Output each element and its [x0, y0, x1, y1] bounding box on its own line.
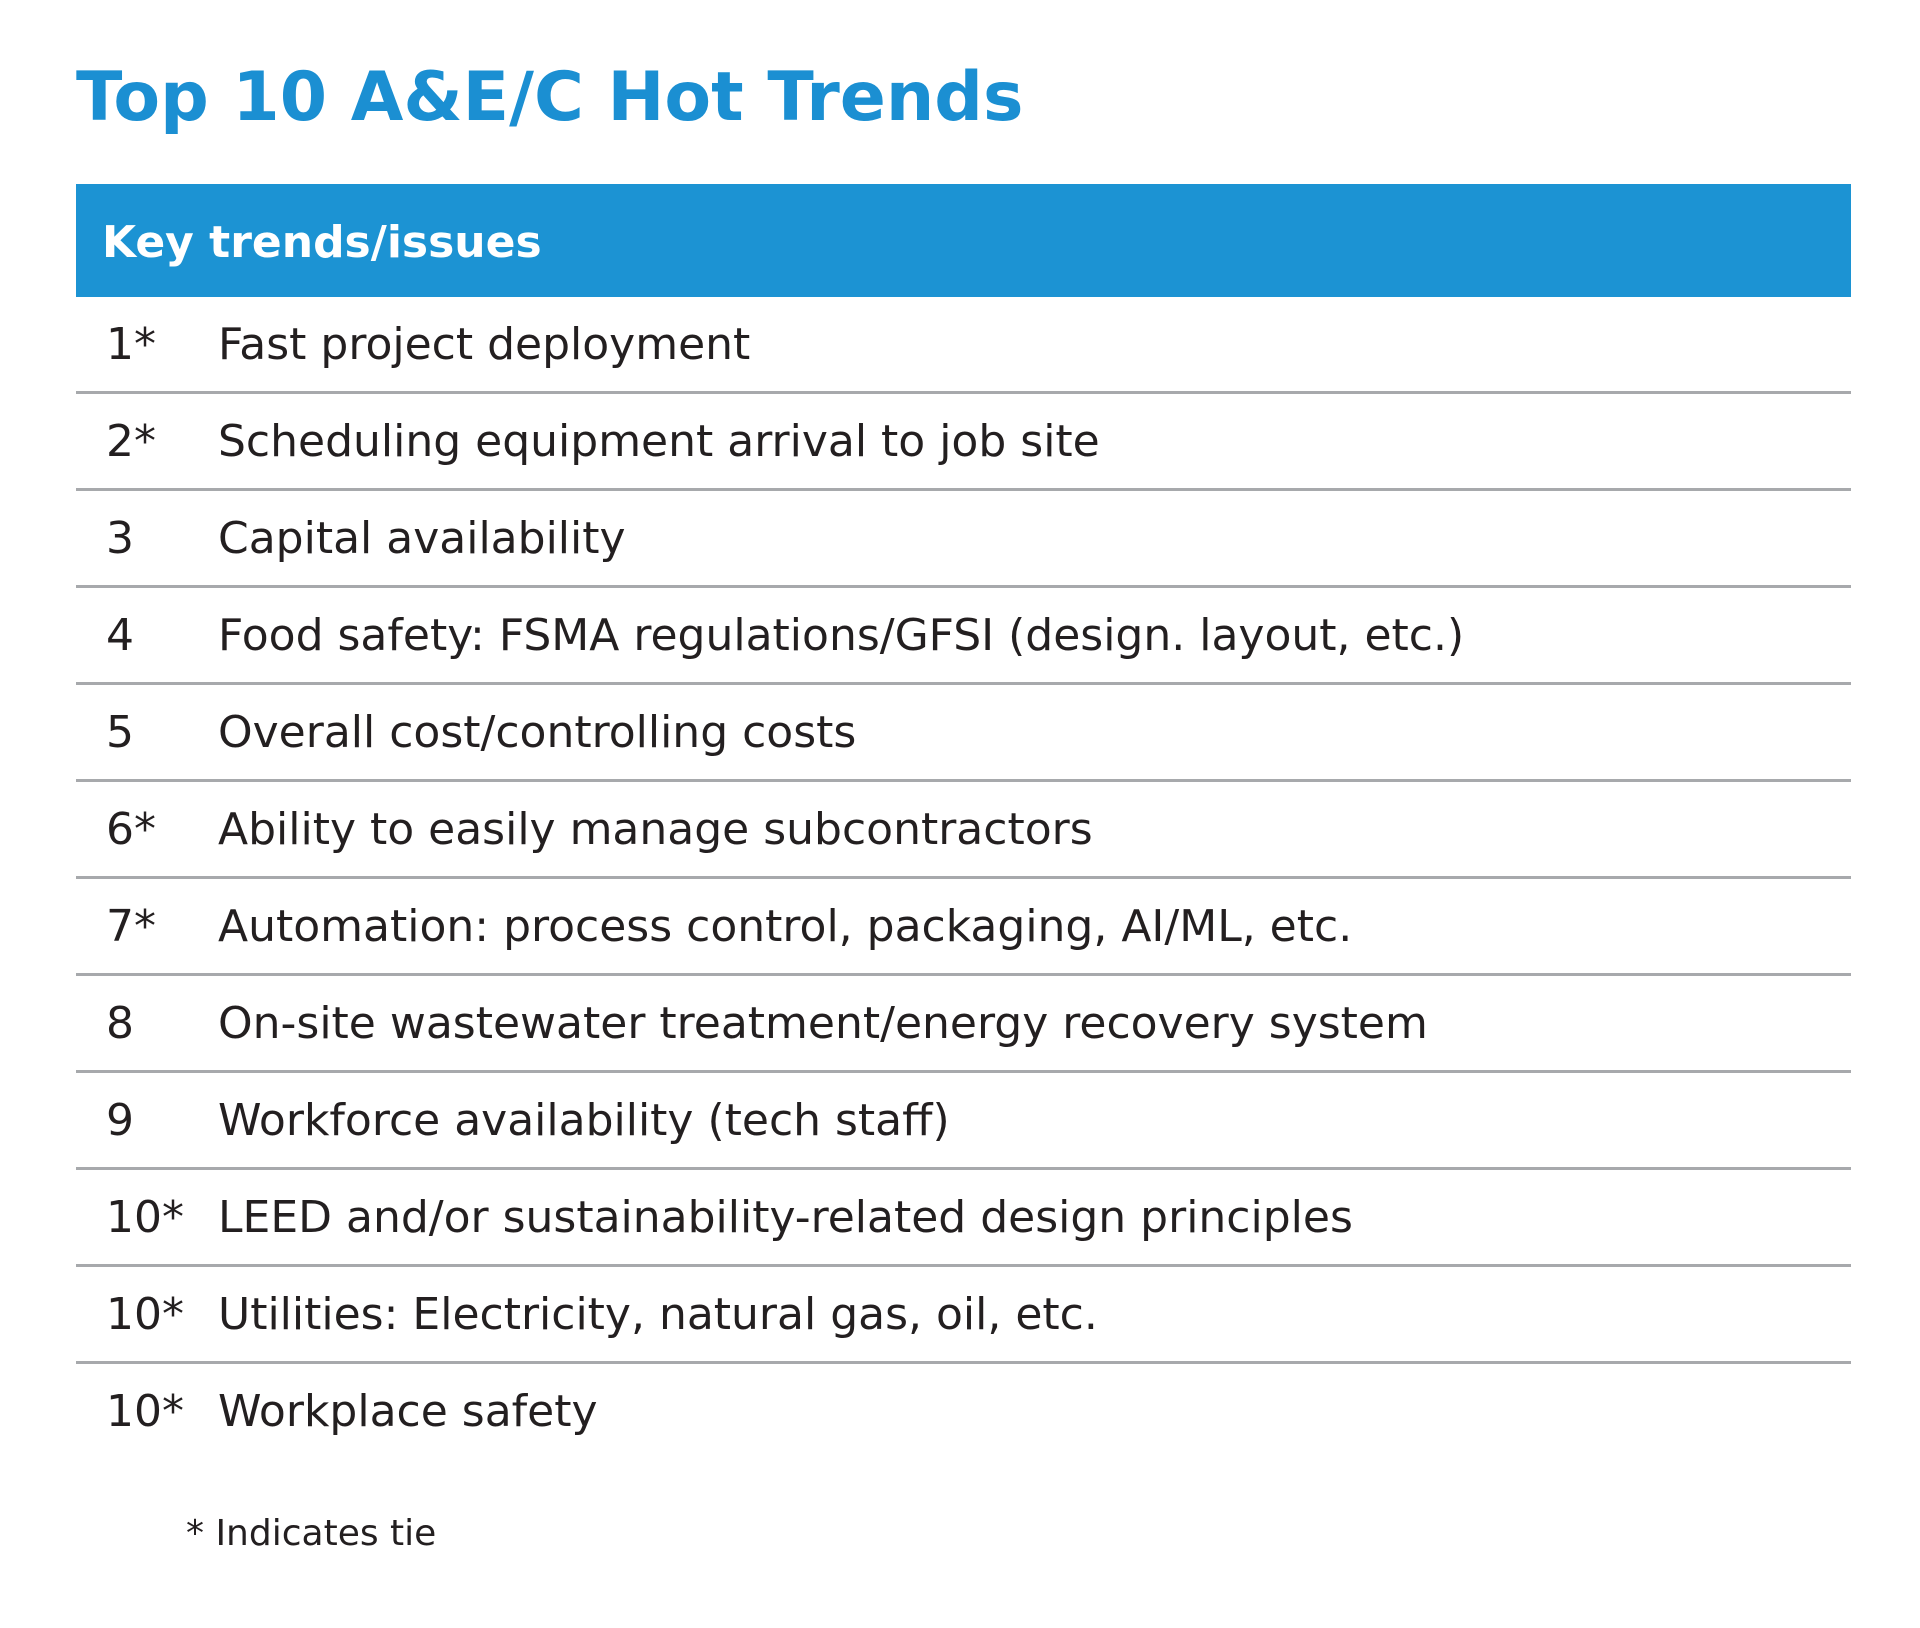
rank-cell: 2* [106, 415, 156, 467]
issue-cell: Utilities: Electricity, natural gas, oil… [218, 1288, 1098, 1340]
rank-cell: 4 [106, 609, 134, 661]
issue-cell: Food safety: FSMA regulations/GFSI (desi… [218, 609, 1465, 661]
table-row: 4 Food safety: FSMA regulations/GFSI (de… [76, 588, 1851, 685]
table-row: 8 On-site wastewater treatment/energy re… [76, 976, 1851, 1073]
issue-cell: Automation: process control, packaging, … [218, 900, 1353, 952]
issue-cell: Capital availability [218, 512, 626, 564]
rank-cell: 6* [106, 803, 156, 855]
table-row: 7* Automation: process control, packagin… [76, 879, 1851, 976]
issue-cell: Overall cost/controlling costs [218, 706, 857, 758]
table-row: 2* Scheduling equipment arrival to job s… [76, 394, 1851, 491]
table-row: 3 Capital availability [76, 491, 1851, 588]
rank-cell: 3 [106, 512, 134, 564]
table-row: 10* LEED and/or sustainability-related d… [76, 1170, 1851, 1267]
trends-table: Key trends/issues 1* Fast project deploy… [76, 184, 1851, 1458]
issue-cell: Fast project deployment [218, 318, 751, 370]
table-row: 9 Workforce availability (tech staff) [76, 1073, 1851, 1170]
table-row: 1* Fast project deployment [76, 297, 1851, 394]
rank-cell: 10* [106, 1191, 184, 1243]
issue-cell: Workplace safety [218, 1385, 598, 1437]
table-header: Key trends/issues [76, 184, 1851, 297]
footnote: * Indicates tie [186, 1513, 437, 1554]
rank-cell: 9 [106, 1094, 134, 1146]
rank-cell: 5 [106, 706, 134, 758]
issue-cell: Scheduling equipment arrival to job site [218, 415, 1100, 467]
table-row: 5 Overall cost/controlling costs [76, 685, 1851, 782]
table-row: 6* Ability to easily manage subcontracto… [76, 782, 1851, 879]
rank-cell: 10* [106, 1288, 184, 1340]
issue-cell: Ability to easily manage subcontractors [218, 803, 1093, 855]
issue-cell: Workforce availability (tech staff) [218, 1094, 950, 1146]
table-row: 10* Workplace safety [76, 1364, 1851, 1458]
issue-cell: On-site wastewater treatment/energy reco… [218, 997, 1428, 1049]
table-header-label: Key trends/issues [102, 217, 542, 268]
issue-cell: LEED and/or sustainability-related desig… [218, 1191, 1353, 1243]
table-row: 10* Utilities: Electricity, natural gas,… [76, 1267, 1851, 1364]
rank-cell: 8 [106, 997, 134, 1049]
rank-cell: 1* [106, 318, 156, 370]
rank-cell: 7* [106, 900, 156, 952]
rank-cell: 10* [106, 1385, 184, 1437]
page-title: Top 10 A&E/C Hot Trends [76, 58, 1024, 137]
